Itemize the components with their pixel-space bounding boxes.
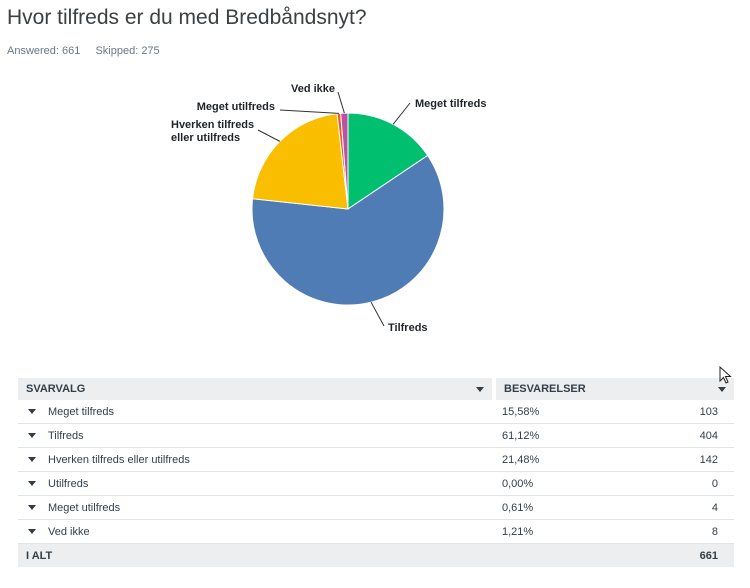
table-total-row: I ALT 661 [18,543,734,567]
slice-label-4: Meget utilfreds [197,101,275,113]
leader-line-4 [279,109,339,114]
row-count: 404 [630,423,734,448]
total-count: 661 [630,543,734,567]
row-count: 8 [630,519,734,544]
row-count: 103 [630,400,734,424]
table-row: Meget tilfreds 15,58% 103 [18,400,734,424]
slice-label-2: Hverken tilfreds eller utilfreds [171,119,254,144]
row-percent: 15,58% [494,400,630,424]
row-percent: 0,61% [494,495,630,520]
row-percent: 61,12% [494,423,630,448]
header-svarvalg[interactable]: SVARVALG [18,378,496,400]
table-row: Utilfreds 0,00% 0 [18,471,734,496]
row-label-cell: Hverken tilfreds eller utilfreds [18,447,494,472]
table-row: Tilfreds 61,12% 404 [18,423,734,448]
row-label-cell: Meget utilfreds [18,495,494,520]
leader-line-0 [392,102,411,125]
pie-chart: Meget tilfreds Tilfreds Hverken tilfreds el… [171,83,487,334]
row-label-cell: Meget tilfreds [18,400,494,424]
sort-caret-icon[interactable] [718,387,726,392]
caret-down-icon[interactable] [28,433,36,439]
row-label-cell: Tilfreds [18,423,494,448]
total-spacer [494,543,630,567]
table-row: Meget utilfreds 0,61% 4 [18,495,734,520]
slice-label-5: Ved ikke [291,83,335,95]
caret-down-icon[interactable] [28,481,36,487]
slice-label-0: Meget tilfreds [415,98,487,110]
row-label-cell: Utilfreds [18,471,494,496]
row-label-cell: Ved ikke [18,519,494,544]
row-percent: 1,21% [494,519,630,544]
leader-line-5 [337,91,345,114]
question-title: Hvor tilfreds er du med Bredbåndsnyt? [7,6,367,29]
caret-down-icon[interactable] [28,529,36,535]
total-label: I ALT [18,543,494,567]
response-stats: Answered: 661 Skipped: 275 [7,45,172,57]
caret-down-icon[interactable] [28,505,36,511]
mouse-cursor-icon [719,366,732,384]
sort-caret-icon[interactable] [476,387,484,392]
caret-down-icon[interactable] [28,409,36,415]
pie-slice-1[interactable] [251,154,445,306]
row-percent: 0,00% [494,471,630,496]
caret-down-icon[interactable] [28,457,36,463]
table-row: Ved ikke 1,21% 8 [18,519,734,544]
table-row: Hverken tilfreds eller utilfreds 21,48% … [18,447,734,472]
leader-line-2 [257,129,281,142]
row-count: 142 [630,447,734,472]
row-count: 4 [630,495,734,520]
skipped-count: Skipped: 275 [95,45,160,57]
row-count: 0 [630,471,734,496]
slice-label-1: Tilfreds [388,322,428,334]
header-besvarelser[interactable]: BESVARELSER [494,378,734,400]
responses-table: SVARVALG BESVARELSER Meget tilfreds 15,5… [18,378,734,567]
answered-count: Answered: 661 [7,45,81,57]
leader-line-1 [370,301,385,327]
table-header: SVARVALG BESVARELSER [18,378,734,400]
row-percent: 21,48% [494,447,630,472]
pie-slice-2[interactable] [251,113,349,210]
